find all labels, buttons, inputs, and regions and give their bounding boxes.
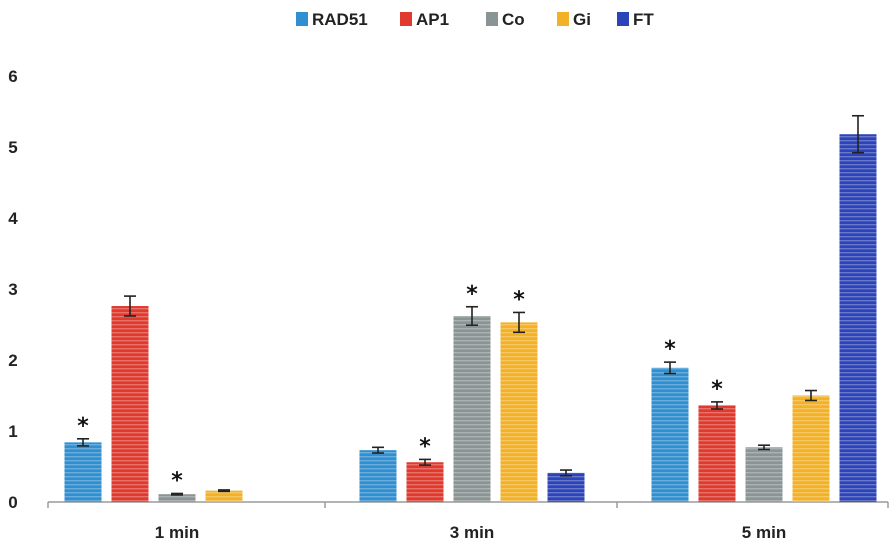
- significance-marker: *: [513, 287, 525, 312]
- bar-texture: [651, 367, 689, 502]
- y-axis: 0 1 2 3 4 5 6: [8, 67, 18, 512]
- legend-swatch: [486, 12, 498, 26]
- legend-label: Gi: [573, 10, 591, 29]
- error-bars: [77, 114, 864, 496]
- y-tick-label: 6: [8, 67, 17, 86]
- bar-texture: [792, 395, 830, 502]
- legend-item-ft: FT: [617, 10, 654, 29]
- significance-marker: *: [466, 282, 478, 307]
- bar-texture: [64, 442, 102, 502]
- significance-markers: * * * * * * *: [77, 282, 723, 494]
- bars: [64, 134, 877, 502]
- x-axis: 1 min 3 min 5 min: [47, 501, 889, 542]
- y-tick-label: 3: [8, 280, 17, 299]
- y-tick-label: 4: [8, 209, 18, 228]
- bar-texture: [406, 462, 444, 502]
- legend-swatch: [617, 12, 629, 26]
- significance-marker: *: [419, 434, 431, 459]
- significance-marker: *: [171, 468, 183, 493]
- significance-marker: *: [711, 377, 723, 402]
- bar-texture: [453, 315, 491, 502]
- x-category-label: 3 min: [450, 523, 494, 542]
- legend-swatch: [557, 12, 569, 26]
- significance-marker: *: [664, 337, 676, 362]
- bar-texture: [698, 405, 736, 502]
- legend-swatch: [296, 12, 308, 26]
- legend-label: AP1: [416, 10, 449, 29]
- y-tick-label: 1: [8, 422, 17, 441]
- bar-texture: [205, 490, 243, 502]
- legend-label: FT: [633, 10, 654, 29]
- legend-item-rad51: RAD51: [296, 10, 368, 29]
- significance-marker: *: [77, 414, 89, 439]
- bar-texture: [839, 134, 877, 502]
- legend-item-co: Co: [486, 10, 525, 29]
- legend-item-gi: Gi: [557, 10, 591, 29]
- bar-texture: [745, 447, 783, 502]
- legend-label: Co: [502, 10, 525, 29]
- legend-label: RAD51: [312, 10, 368, 29]
- x-category-label: 1 min: [155, 523, 199, 542]
- legend-swatch: [400, 12, 412, 26]
- bar-texture: [547, 472, 585, 502]
- bar-texture: [359, 450, 397, 502]
- bar-texture: [500, 322, 538, 502]
- legend: RAD51 AP1 Co Gi FT: [296, 10, 654, 29]
- bar-texture: [111, 306, 149, 502]
- y-tick-label: 5: [8, 138, 17, 157]
- y-tick-label: 0: [8, 493, 17, 512]
- x-category-label: 5 min: [742, 523, 786, 542]
- legend-item-ap1: AP1: [400, 10, 449, 29]
- y-tick-label: 2: [8, 351, 17, 370]
- bar-texture: [158, 494, 196, 502]
